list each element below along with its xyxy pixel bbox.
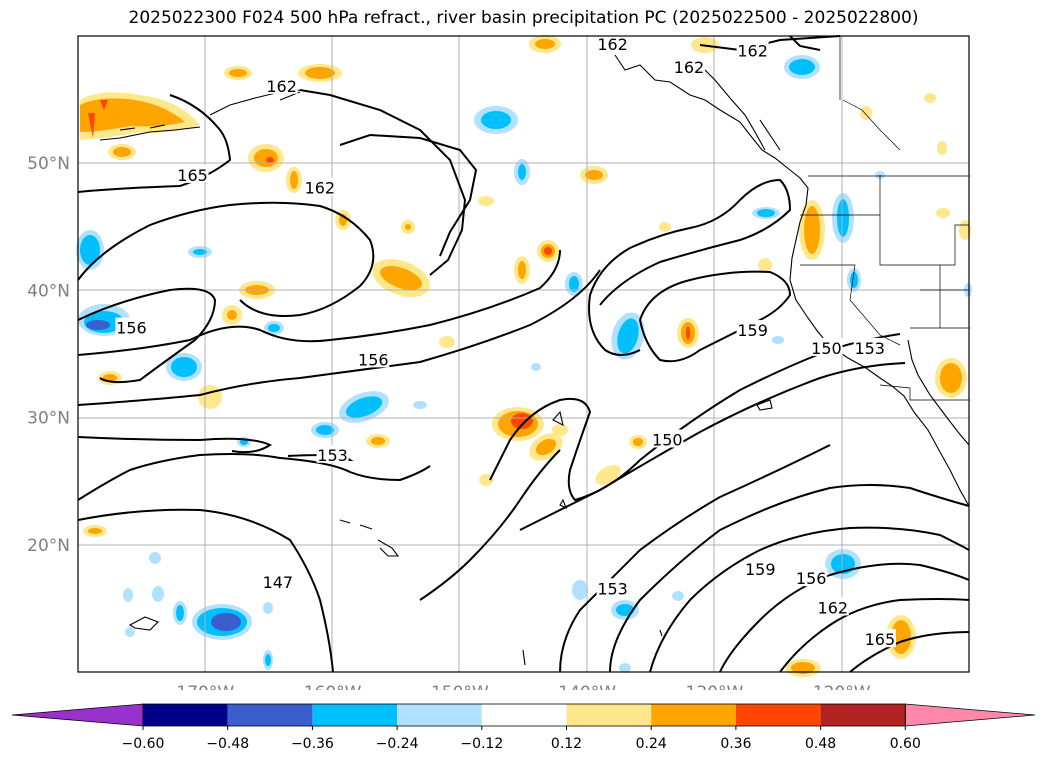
colorbar-segment (651, 704, 736, 726)
colorbar-tick-label: −0.12 (460, 736, 503, 752)
colorbar-tick-label: −0.48 (206, 736, 249, 752)
contour-label: 147 (263, 573, 294, 592)
contour-label-bg (176, 164, 209, 183)
contour-label: 159 (745, 560, 776, 579)
colorbar-tick-label: −0.24 (376, 736, 419, 752)
contour-label: 153 (597, 579, 628, 598)
contour-label: 156 (358, 350, 389, 369)
colorbar-segments (11, 703, 1036, 727)
contour-label-bg (795, 568, 828, 587)
contour-label-bg (596, 33, 629, 52)
lon-tick-label: 170°W (176, 683, 234, 690)
colorbar-segment (312, 704, 398, 726)
contour-label-bg (651, 429, 684, 448)
contour-label: 153 (854, 339, 885, 358)
colorbar-segment (481, 704, 567, 726)
contour-label: 159 (737, 321, 768, 340)
contour-label: 165 (865, 630, 896, 649)
colorbar-tick-label: 0.12 (551, 736, 582, 752)
colorbar-tick-label: 0.36 (720, 736, 751, 752)
lon-tick-label: 120°W (813, 683, 871, 690)
lat-tick-label: 20°N (27, 536, 70, 556)
lat-tick-label: 50°N (27, 154, 70, 174)
lat-tick-label: 40°N (27, 281, 70, 301)
contour-label-bg (303, 177, 336, 196)
precipitation-map: 162 165 162 162 162 162 156 156 153 147 159 150 153 1… (27, 33, 972, 690)
lat-tick-label: 30°N (27, 409, 70, 429)
contour-label-bg (744, 559, 777, 578)
longitude-axis: 170°W 160°W 150°W 140°W 130°W 120°W (176, 683, 870, 690)
contour-label: 162 (674, 58, 705, 77)
colorbar-tick-label: 0.60 (890, 736, 921, 752)
lon-tick-label: 150°W (431, 683, 489, 690)
contour-label-bg (115, 317, 148, 336)
map-frame (77, 35, 970, 673)
contour-labels: 162 165 162 162 162 162 156 156 153 147 159 150 153 1… (115, 33, 896, 649)
colorbar-segment (820, 704, 906, 726)
colorbar-tick-label: −0.60 (122, 736, 165, 752)
latitude-axis: 50°N 40°N 30°N 20°N (27, 154, 70, 556)
lon-tick-label: 160°W (304, 683, 362, 690)
contour-label-bg (816, 597, 849, 616)
map-title: 2025022300 F024 500 hPa refract., river … (128, 8, 919, 28)
lon-tick-label: 140°W (558, 683, 616, 690)
contour-label-bg (265, 75, 298, 94)
colorbar-tick-label: −0.36 (291, 736, 334, 752)
contour-label: 162 (597, 35, 628, 54)
contour-label-bg (853, 337, 886, 356)
lon-tick-label: 130°W (686, 683, 744, 690)
colorbar-segment (397, 704, 482, 726)
coastlines (99, 54, 970, 666)
contour-label: 150 (811, 339, 842, 358)
contour-label-bg (736, 40, 769, 59)
colorbar-extend-low (11, 703, 144, 727)
colorbar-segment (735, 704, 821, 726)
contour-label: 150 (652, 430, 683, 449)
contour-label: 162 (818, 598, 849, 617)
contour-label-bg (261, 571, 294, 590)
contour-label: 153 (317, 446, 348, 465)
contour-label-bg (596, 578, 629, 597)
contour-label-bg (672, 56, 705, 75)
colorbar-segment (143, 704, 228, 726)
colorbar-ticks: −0.60 −0.48 −0.36 −0.24 −0.12 0.12 0.24 0.36 0.4… (122, 726, 921, 752)
contour-label: 156 (116, 319, 147, 338)
colorbar-segment (566, 704, 652, 726)
colorbar-frame (142, 703, 906, 727)
contour-label: 162 (305, 179, 336, 198)
colorbar-extend-high (904, 703, 1036, 727)
political-borders (800, 36, 969, 401)
contour-label: 165 (177, 166, 208, 185)
colorbar-tick-label: 0.48 (805, 736, 836, 752)
colorbar-tick-label: 0.24 (636, 736, 667, 752)
contour-label: 156 (796, 569, 827, 588)
contour-label-bg (810, 337, 843, 356)
contour-label: 162 (266, 77, 297, 96)
gridlines (78, 36, 969, 672)
contour-label-bg (316, 444, 349, 463)
contour-label-bg (863, 629, 896, 648)
colorbar-segment (227, 704, 313, 726)
contour-label: 162 (737, 41, 768, 60)
contour-label-bg (357, 349, 390, 368)
refractivity-contours (77, 35, 970, 673)
contour-label-bg (736, 320, 769, 339)
